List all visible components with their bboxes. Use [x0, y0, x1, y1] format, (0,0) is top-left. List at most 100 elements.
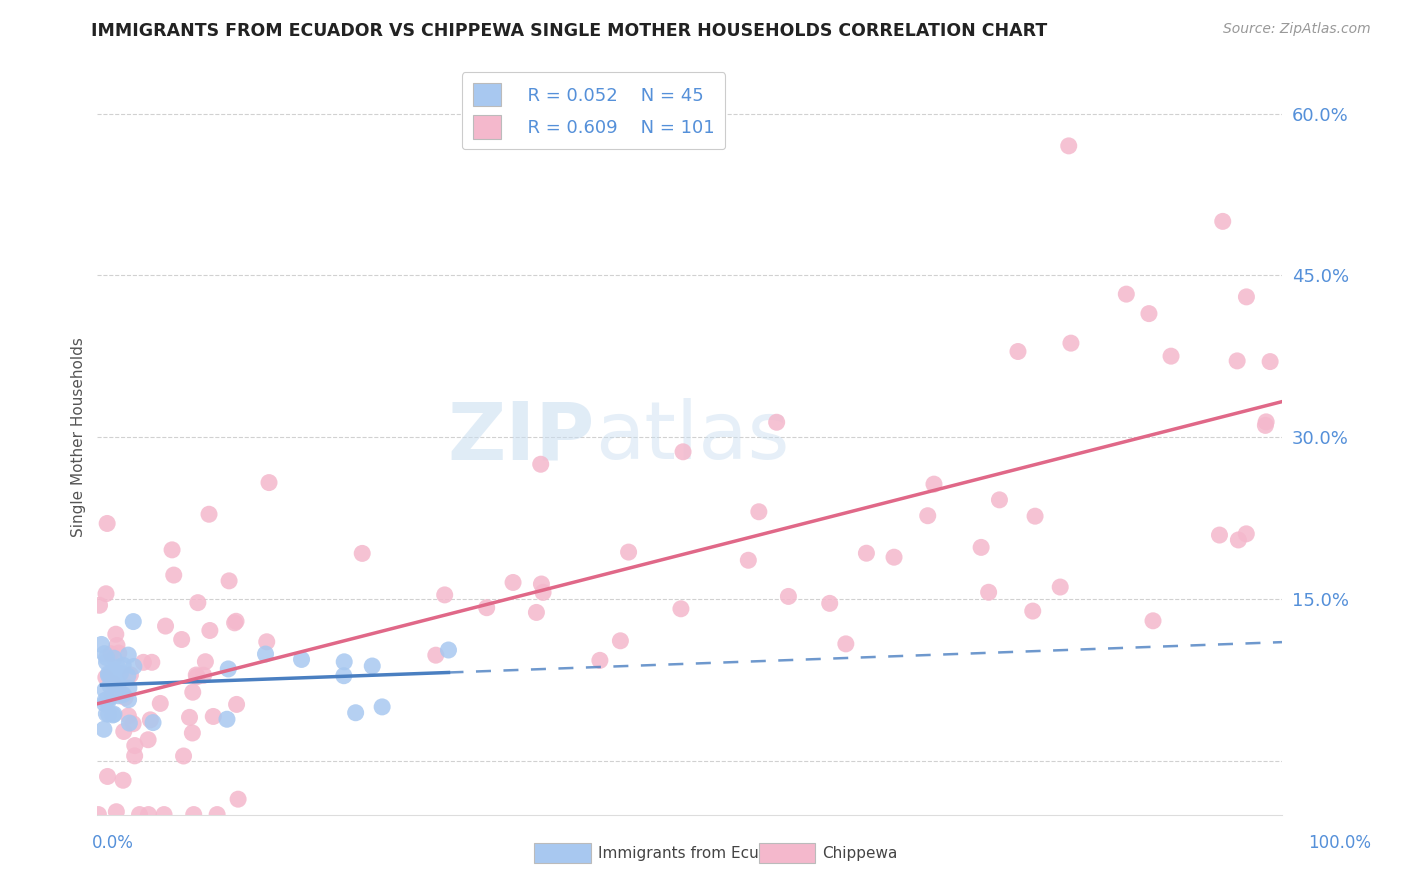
Point — [1234, 526, 1257, 541]
Point — [425, 648, 447, 663]
Text: Chippewa: Chippewa — [823, 847, 898, 861]
Point — [155, 619, 177, 633]
Point — [153, 807, 176, 822]
Point — [149, 697, 172, 711]
Point — [97, 668, 120, 682]
Point — [98, 679, 121, 693]
Point — [218, 574, 240, 588]
Point — [103, 651, 125, 665]
Point — [181, 726, 204, 740]
Point — [112, 688, 135, 702]
Point — [108, 683, 131, 698]
Point — [1142, 614, 1164, 628]
Point — [371, 699, 394, 714]
Point — [186, 670, 208, 684]
Point — [105, 675, 128, 690]
Point — [93, 723, 115, 737]
Point — [90, 637, 112, 651]
Point — [100, 647, 122, 661]
Point — [1060, 336, 1083, 351]
Text: ZIP: ZIP — [447, 398, 595, 476]
Point — [103, 665, 125, 680]
Point — [217, 662, 239, 676]
Point — [530, 457, 553, 471]
Point — [1022, 604, 1045, 618]
Point — [502, 575, 524, 590]
Point — [855, 546, 877, 560]
Point — [117, 692, 139, 706]
Point — [110, 666, 132, 681]
Point — [361, 659, 384, 673]
Point — [122, 716, 145, 731]
Point — [609, 633, 631, 648]
Point — [437, 643, 460, 657]
Point — [112, 724, 135, 739]
Point — [225, 698, 247, 712]
Point — [93, 647, 115, 661]
Point — [96, 706, 118, 721]
Point — [1007, 344, 1029, 359]
Point — [114, 690, 136, 705]
Point — [1208, 528, 1230, 542]
Point — [112, 658, 135, 673]
Point — [1115, 287, 1137, 301]
Point — [173, 749, 195, 764]
Point — [96, 516, 118, 531]
Point — [433, 588, 456, 602]
Point — [139, 713, 162, 727]
Point — [818, 596, 841, 610]
Point — [96, 655, 118, 669]
Point — [290, 652, 312, 666]
Point — [105, 805, 128, 819]
Point — [118, 681, 141, 695]
Point — [163, 568, 186, 582]
Point — [136, 732, 159, 747]
Point — [225, 614, 247, 628]
Point — [224, 615, 246, 630]
Point — [1227, 533, 1250, 547]
Point — [226, 792, 249, 806]
Point — [104, 627, 127, 641]
Point — [1236, 290, 1258, 304]
Point — [765, 415, 787, 429]
Point — [122, 615, 145, 629]
Point — [100, 689, 122, 703]
Point — [531, 585, 554, 599]
Point — [120, 668, 142, 682]
Point — [117, 669, 139, 683]
Point — [124, 739, 146, 753]
Text: 100.0%: 100.0% — [1308, 834, 1371, 852]
Point — [256, 634, 278, 648]
Point — [87, 807, 110, 822]
Point — [94, 587, 117, 601]
Point — [118, 716, 141, 731]
Point — [835, 637, 858, 651]
Point — [107, 646, 129, 660]
Point — [187, 596, 209, 610]
Point — [132, 656, 155, 670]
Point — [105, 639, 128, 653]
Point — [1254, 418, 1277, 433]
Point — [205, 807, 228, 822]
Point — [93, 697, 115, 711]
Text: IMMIGRANTS FROM ECUADOR VS CHIPPEWA SINGLE MOTHER HOUSEHOLDS CORRELATION CHART: IMMIGRANTS FROM ECUADOR VS CHIPPEWA SING… — [91, 22, 1047, 40]
Point — [1049, 580, 1071, 594]
Point — [94, 693, 117, 707]
Point — [186, 668, 208, 682]
Point — [589, 653, 612, 667]
Point — [97, 666, 120, 681]
Point — [96, 650, 118, 665]
Point — [669, 602, 692, 616]
Point — [475, 600, 498, 615]
Point — [1057, 139, 1080, 153]
Point — [122, 659, 145, 673]
Point — [97, 694, 120, 708]
Point — [988, 492, 1011, 507]
Legend:   R = 0.052    N = 45,   R = 0.609    N = 101: R = 0.052 N = 45, R = 0.609 N = 101 — [461, 72, 725, 150]
Point — [128, 807, 150, 822]
Point — [107, 660, 129, 674]
Point — [352, 546, 374, 560]
Y-axis label: Single Mother Households: Single Mother Households — [72, 337, 86, 537]
Text: Source: ZipAtlas.com: Source: ZipAtlas.com — [1223, 22, 1371, 37]
Point — [530, 577, 553, 591]
